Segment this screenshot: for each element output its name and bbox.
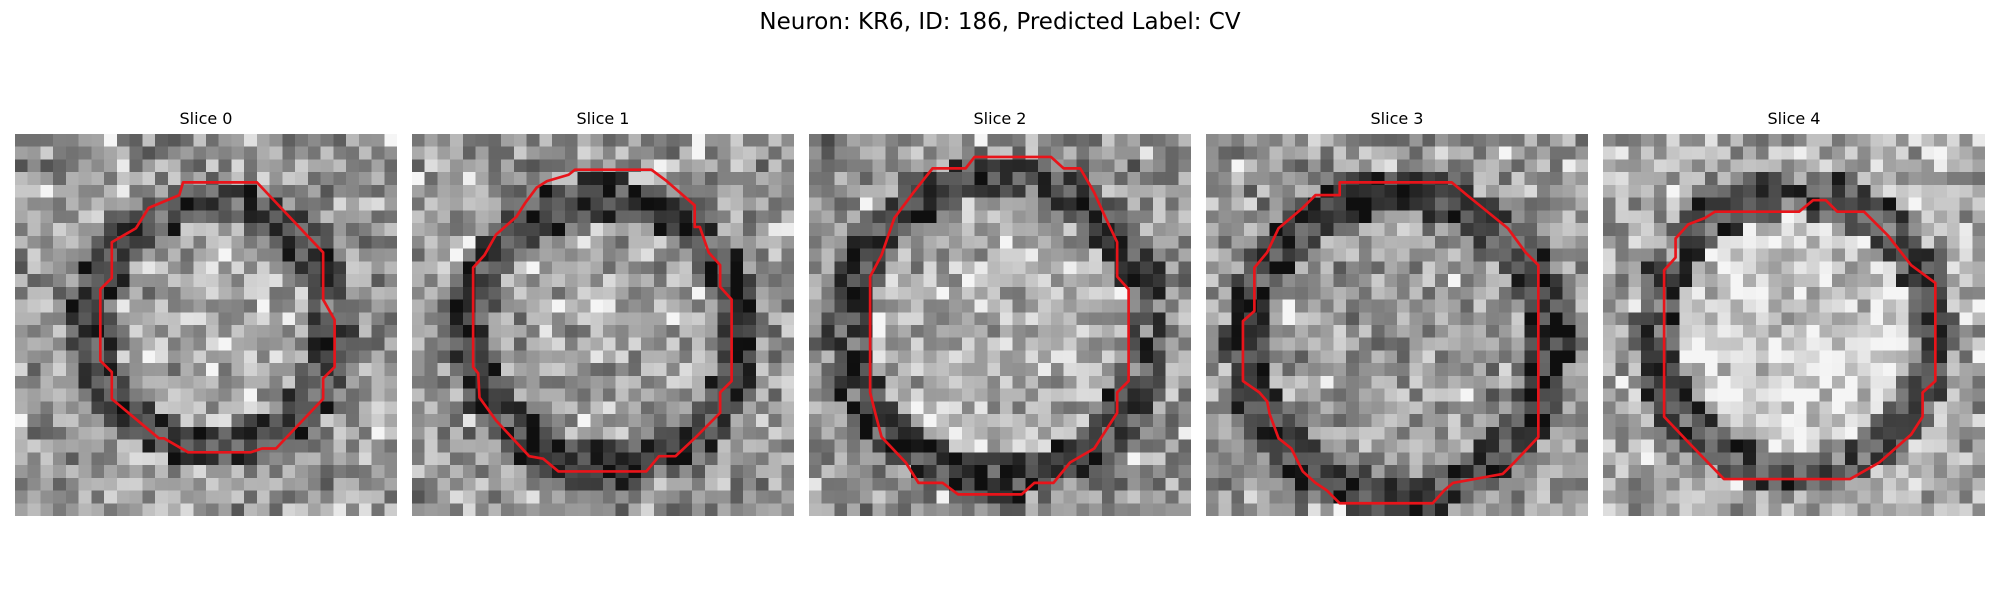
cell-contour (1241, 181, 1540, 505)
slice-image (809, 134, 1191, 516)
cell-contour (471, 168, 733, 473)
slice-image (15, 134, 397, 516)
cell-contour (868, 155, 1130, 496)
slice-title: Slice 2 (973, 109, 1027, 128)
cell-contour (98, 181, 336, 454)
slice-title: Slice 0 (179, 109, 233, 128)
slice-title: Slice 4 (1767, 109, 1821, 128)
slice-title: Slice 1 (576, 109, 630, 128)
figure-title: Neuron: KR6, ID: 186, Predicted Label: C… (759, 9, 1241, 35)
slice-image (1603, 134, 1985, 516)
slice-title: Slice 3 (1370, 109, 1424, 128)
slice-image (412, 134, 794, 516)
slice-image (1206, 134, 1588, 516)
cell-contour (1662, 198, 1937, 481)
